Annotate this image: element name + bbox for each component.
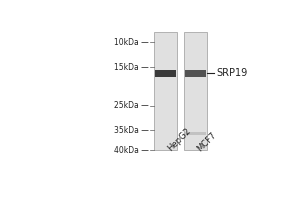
Text: 40kDa —: 40kDa — bbox=[114, 146, 149, 155]
Bar bbox=[185, 70, 206, 77]
Bar bbox=[154, 32, 177, 150]
Text: 35kDa —: 35kDa — bbox=[114, 126, 149, 135]
Text: 15kDa —: 15kDa — bbox=[114, 63, 149, 72]
Bar bbox=[185, 132, 206, 135]
Text: MCF7: MCF7 bbox=[196, 130, 218, 153]
Text: SRP19: SRP19 bbox=[217, 68, 248, 78]
Text: 10kDa —: 10kDa — bbox=[114, 38, 149, 47]
Bar bbox=[184, 32, 207, 150]
Text: 25kDa —: 25kDa — bbox=[114, 101, 149, 110]
Bar bbox=[155, 70, 176, 77]
Text: HepG2: HepG2 bbox=[165, 127, 192, 153]
